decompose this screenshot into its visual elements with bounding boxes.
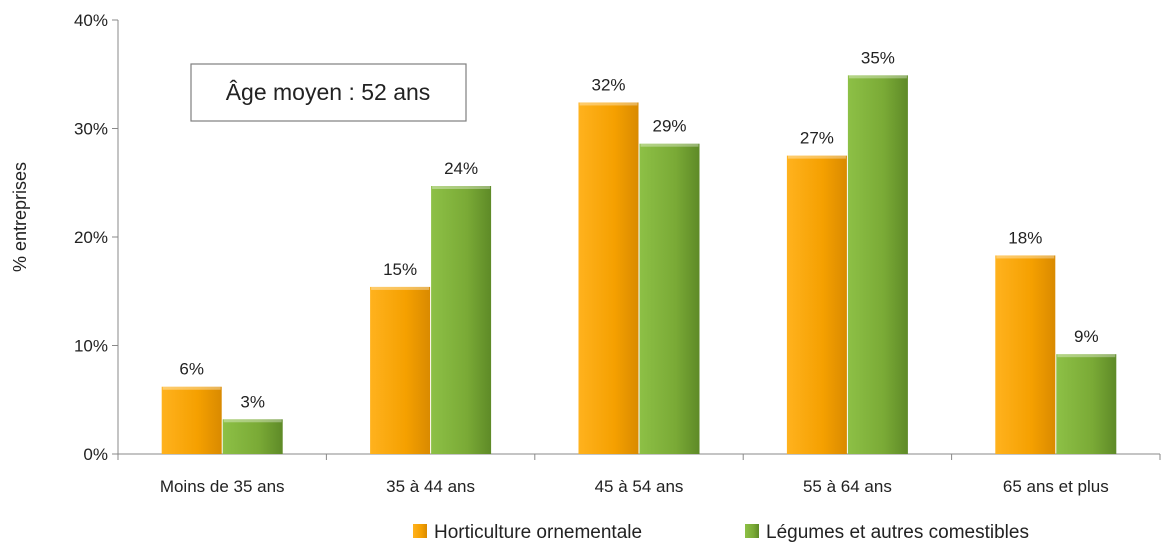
- bar-highlight: [787, 155, 846, 159]
- y-tick-label: 20%: [74, 228, 108, 247]
- y-tick-label: 0%: [83, 445, 108, 464]
- y-tick-label: 40%: [74, 11, 108, 30]
- data-label: 9%: [1074, 327, 1099, 346]
- bar-legumes: [847, 75, 908, 455]
- data-label: 3%: [240, 392, 265, 411]
- bar-horticulture: [995, 255, 1056, 454]
- annotation-text: Âge moyen : 52 ans: [226, 79, 431, 105]
- x-category-label: 55 à 64 ans: [803, 477, 892, 496]
- data-label: 29%: [652, 117, 686, 136]
- data-label: 24%: [444, 159, 478, 178]
- bar-highlight: [848, 75, 907, 79]
- y-axis-title: % entreprises: [10, 162, 30, 272]
- legend-swatch: [745, 524, 759, 538]
- bar-highlight: [432, 186, 491, 190]
- x-category-label: 35 à 44 ans: [386, 477, 475, 496]
- bar-highlight: [1057, 354, 1116, 358]
- y-tick-label: 30%: [74, 120, 108, 139]
- x-category-label: Moins de 35 ans: [160, 477, 285, 496]
- x-category-label: 65 ans et plus: [1003, 477, 1109, 496]
- bar-highlight: [371, 286, 430, 290]
- bar-highlight: [640, 143, 699, 147]
- bar-highlight: [223, 419, 282, 423]
- y-tick-label: 10%: [74, 337, 108, 356]
- x-category-label: 45 à 54 ans: [595, 477, 684, 496]
- legend-label: Légumes et autres comestibles: [766, 522, 1029, 543]
- data-label: 6%: [179, 360, 204, 379]
- bar-legumes: [431, 186, 492, 454]
- bar-horticulture: [370, 286, 431, 454]
- data-label: 18%: [1008, 228, 1042, 247]
- bar-horticulture: [161, 386, 222, 454]
- bar-horticulture: [578, 102, 639, 455]
- bar-highlight: [996, 255, 1055, 259]
- bar-legumes: [1056, 354, 1117, 454]
- bar-legumes: [639, 143, 700, 454]
- bar-horticulture: [786, 155, 847, 454]
- legend-label: Horticulture ornementale: [434, 522, 642, 543]
- data-label: 35%: [861, 48, 895, 67]
- legend-swatch: [413, 524, 427, 538]
- data-label: 27%: [800, 129, 834, 148]
- bar-highlight: [162, 386, 221, 390]
- annotation-box: [190, 63, 467, 122]
- data-label: 32%: [591, 75, 625, 94]
- bar-highlight: [579, 102, 638, 106]
- bar-legumes: [222, 419, 283, 454]
- data-label: 15%: [383, 260, 417, 279]
